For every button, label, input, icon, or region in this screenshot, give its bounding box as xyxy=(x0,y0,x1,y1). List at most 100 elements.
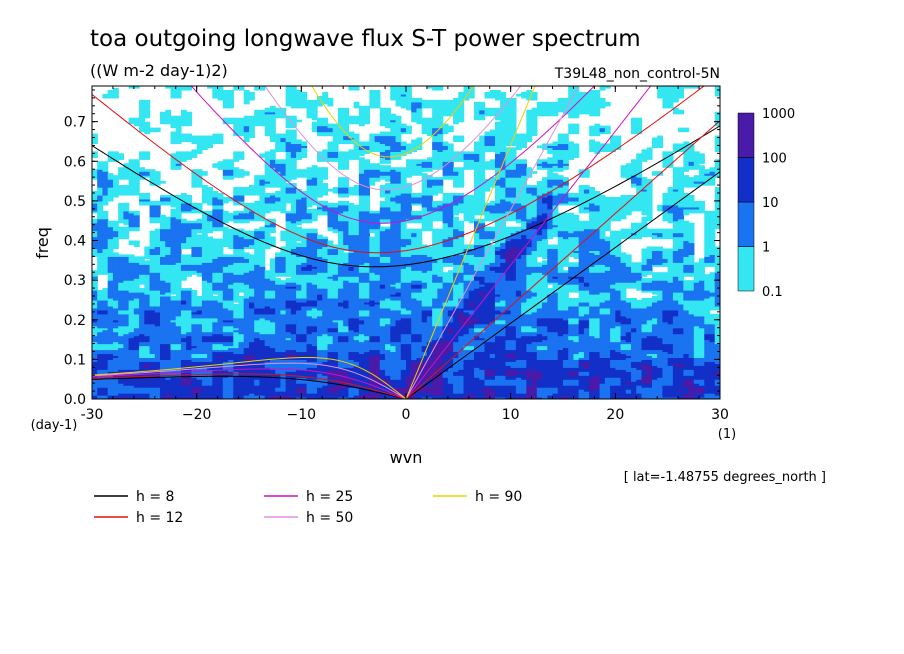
power-cell xyxy=(306,363,313,366)
power-cell xyxy=(165,305,172,309)
power-cell xyxy=(317,327,323,331)
power-cell xyxy=(228,91,234,95)
power-cell xyxy=(228,357,234,360)
power-cell xyxy=(296,260,302,263)
power-cell xyxy=(123,212,130,216)
power-cell xyxy=(238,305,245,309)
power-cell xyxy=(264,343,271,347)
power-cell xyxy=(107,228,114,232)
power-cell xyxy=(196,303,203,307)
power-cell xyxy=(144,361,151,364)
power-cell xyxy=(259,177,266,180)
power-cell xyxy=(243,381,250,384)
power-cell xyxy=(254,341,261,345)
power-cell xyxy=(118,280,124,283)
power-cell xyxy=(296,307,302,311)
power-cell xyxy=(306,210,313,214)
power-cell xyxy=(112,258,119,261)
power-cell xyxy=(149,371,156,374)
power-cell xyxy=(196,353,203,357)
power-cell xyxy=(228,347,234,351)
power-cell xyxy=(133,307,140,311)
power-cell xyxy=(170,303,177,307)
power-cell xyxy=(222,333,229,337)
power-cell xyxy=(275,179,281,182)
power-cell xyxy=(165,86,172,89)
power-cell xyxy=(306,395,313,398)
power-cell xyxy=(290,187,297,190)
power-cell xyxy=(180,383,187,386)
power-cell xyxy=(254,179,261,182)
power-cell xyxy=(128,212,135,216)
power-cell xyxy=(306,216,313,220)
power-cell xyxy=(97,264,104,267)
power-cell xyxy=(233,355,240,358)
power-cell xyxy=(149,244,156,248)
power-cell xyxy=(139,393,145,396)
power-cell xyxy=(285,381,292,384)
power-cell xyxy=(201,301,208,305)
power-cell xyxy=(238,252,245,255)
power-cell xyxy=(254,181,261,184)
power-cell xyxy=(92,311,98,315)
power-cell xyxy=(118,204,124,208)
power-cell xyxy=(280,149,287,152)
power-cell xyxy=(118,393,124,396)
power-cell xyxy=(107,335,114,339)
power-cell xyxy=(186,117,193,121)
power-cell xyxy=(112,339,119,343)
power-cell xyxy=(311,299,318,303)
power-cell xyxy=(165,339,172,343)
power-cell xyxy=(233,232,240,236)
power-cell xyxy=(123,391,130,394)
power-cell xyxy=(233,391,240,394)
power-cell xyxy=(249,236,255,240)
power-cell xyxy=(238,329,245,333)
power-cell xyxy=(254,87,261,91)
power-cell xyxy=(311,317,318,321)
power-cell xyxy=(107,280,114,283)
power-cell xyxy=(175,117,182,121)
power-cell xyxy=(222,307,229,311)
power-cell xyxy=(112,353,119,357)
power-cell xyxy=(139,198,145,202)
power-cell xyxy=(180,347,187,351)
power-cell xyxy=(207,222,213,226)
power-cell xyxy=(207,385,213,388)
power-cell xyxy=(228,270,234,273)
power-cell xyxy=(102,238,109,242)
power-cell xyxy=(275,347,281,351)
power-cell xyxy=(207,367,213,370)
power-cell xyxy=(165,315,172,319)
power-cell xyxy=(233,311,240,315)
power-cell xyxy=(233,262,240,265)
power-cell xyxy=(269,177,276,180)
power-cell xyxy=(186,379,193,382)
power-cell xyxy=(92,151,98,154)
power-cell xyxy=(149,284,156,287)
power-cell xyxy=(233,327,240,331)
power-cell xyxy=(175,282,182,285)
power-cell xyxy=(139,333,145,337)
power-cell xyxy=(180,353,187,357)
power-cell xyxy=(97,228,104,232)
power-cell xyxy=(296,383,302,386)
power-cell xyxy=(259,309,266,313)
power-cell xyxy=(207,86,213,89)
power-cell xyxy=(149,236,156,240)
power-cell xyxy=(264,389,271,392)
power-cell xyxy=(149,339,156,343)
power-cell xyxy=(128,339,135,343)
power-cell xyxy=(311,111,318,115)
power-cell xyxy=(123,325,130,329)
power-cell xyxy=(285,295,292,299)
power-cell xyxy=(269,329,276,333)
power-cell xyxy=(249,189,255,192)
power-cell xyxy=(180,377,187,380)
power-cell xyxy=(170,198,177,202)
power-cell xyxy=(243,292,250,295)
power-cell xyxy=(238,335,245,339)
power-cell xyxy=(165,321,172,325)
power-cell xyxy=(269,345,276,349)
power-cell xyxy=(296,171,302,174)
